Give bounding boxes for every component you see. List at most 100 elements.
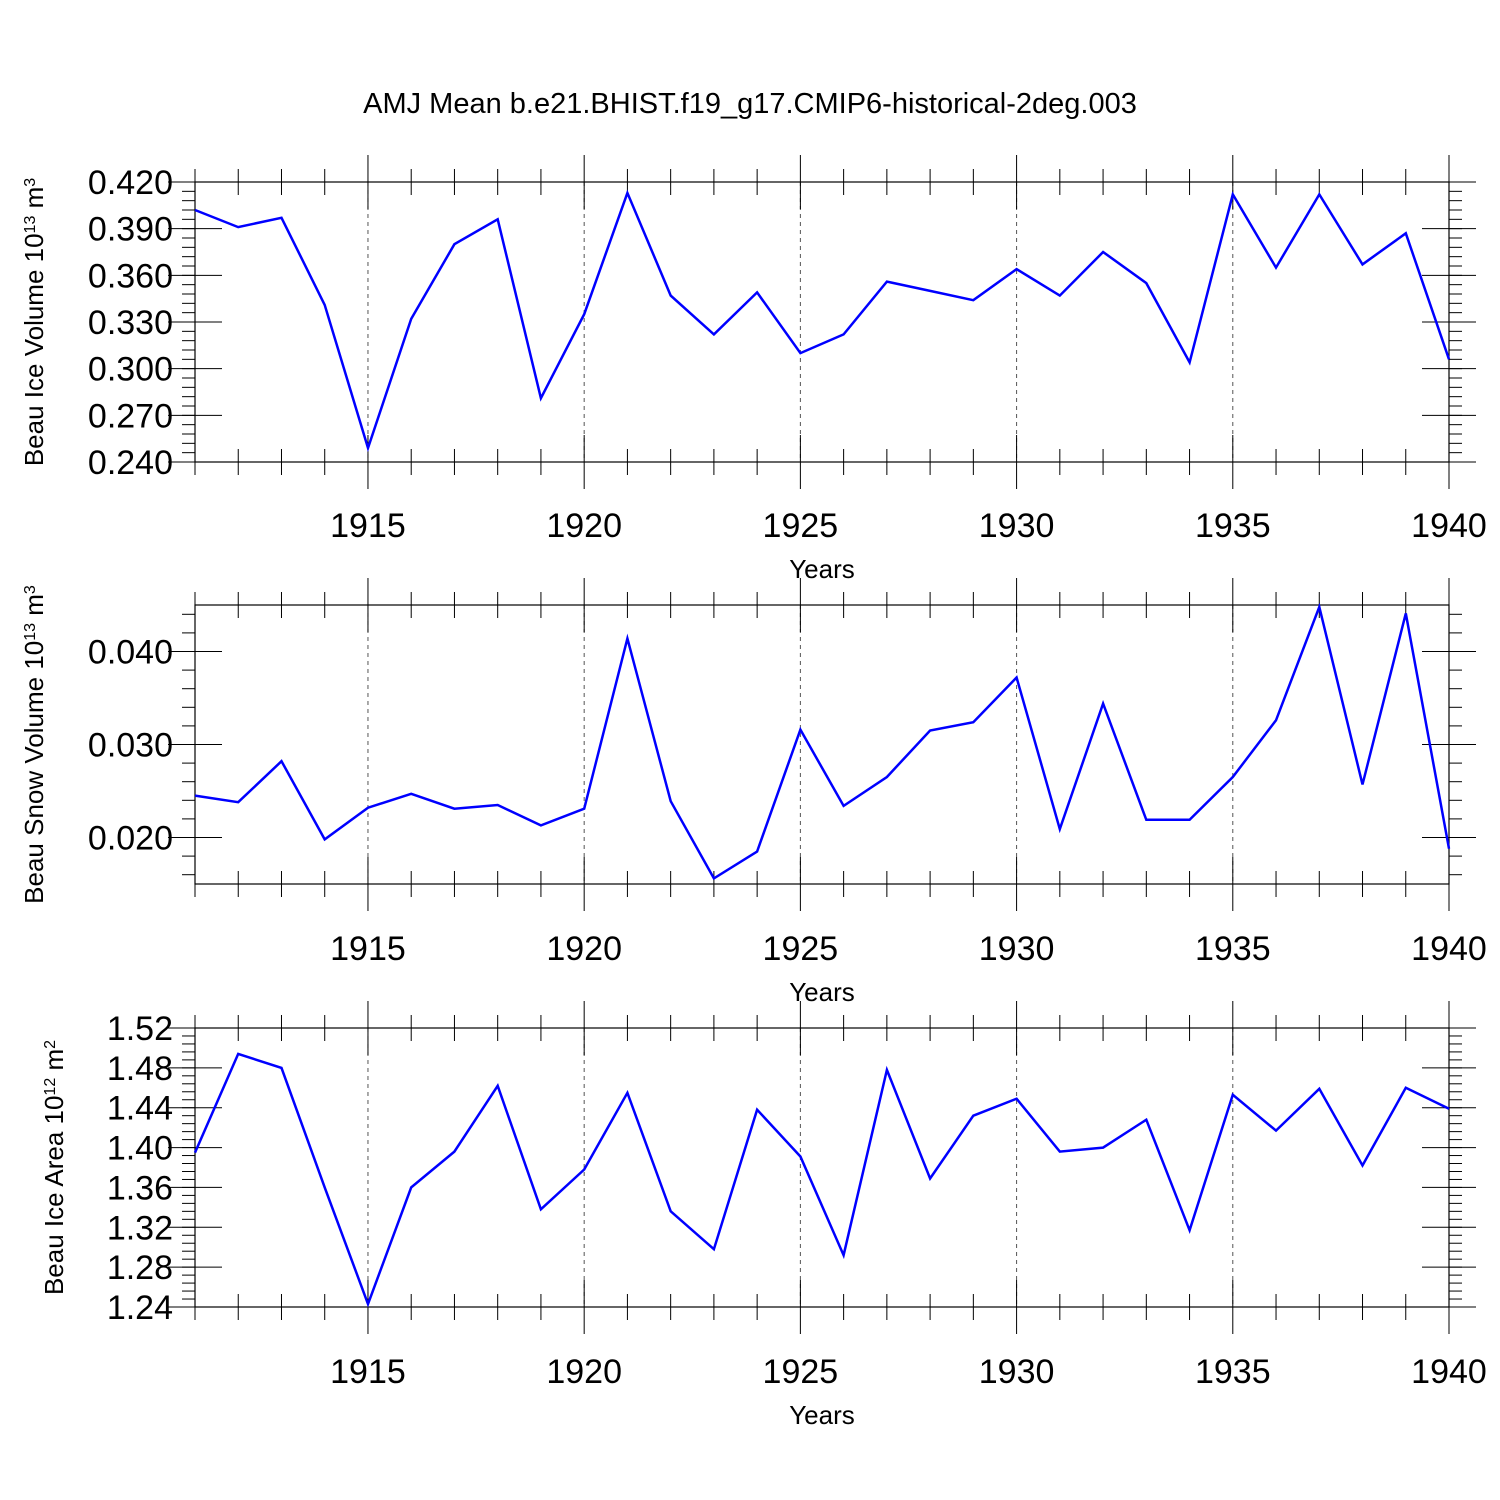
chart-panel-1: 0.240 0.270 0.300 0.330 0.360 0.390 0.420 1915 1… [19,155,1487,584]
data-point [1448,358,1451,361]
data-point [539,1208,542,1211]
data-point [712,877,715,880]
y-tick-label: 1.32 [107,1209,173,1247]
data-point [194,794,197,797]
data-point [626,191,629,194]
data-point [842,804,845,807]
x-tick-label: 1920 [546,507,622,545]
x-tick-label: 1915 [330,930,406,968]
data-point [842,1254,845,1257]
y-tick-label: 1.48 [107,1050,173,1088]
x-axis-title: Years [789,554,855,584]
y-tick-label: 1.36 [107,1169,173,1207]
data-point [453,1150,456,1153]
x-tick-label: 1935 [1195,1353,1271,1391]
data-point [1015,1097,1018,1100]
x-tick-label: 1915 [330,507,406,545]
data-point [756,1108,759,1111]
data-point [1015,676,1018,679]
data-point [1145,818,1148,821]
y-tick-label: 0.420 [88,164,173,202]
data-point [410,1186,413,1189]
data-point [626,637,629,640]
data-point [1231,776,1234,779]
data-point [1275,266,1278,269]
data-point [280,216,283,219]
series-line [193,1052,1450,1308]
x-tick-label: 1925 [763,930,839,968]
data-point [539,397,542,400]
series-line [194,189,1451,453]
data-point [1361,783,1364,786]
y-tick-label: 0.040 [88,634,173,672]
data-point [929,729,932,732]
data-point [929,289,932,292]
y-axis-title: Beau Ice Volume 1013 m3 [19,178,49,466]
data-point [323,303,326,306]
data-point [972,721,975,724]
y-tick-label: 1.44 [107,1090,173,1128]
data-point [1058,828,1061,831]
data-point [194,1151,197,1154]
x-tick-label: 1935 [1195,507,1271,545]
data-point [453,243,456,246]
x-tick-label: 1930 [979,930,1055,968]
y-tick-label: 0.390 [88,211,173,249]
data-point [237,801,240,804]
x-axis-title: Years [789,977,855,1007]
data-point [539,824,542,827]
data-point [885,280,888,283]
data-point [1275,1129,1278,1132]
data-point [1102,251,1105,254]
x-tick-label: 1940 [1411,930,1487,968]
y-tick-label: 0.020 [88,820,173,858]
data-point [366,447,369,450]
y-tick-label: 1.52 [107,1010,173,1048]
data-point [1361,1164,1364,1167]
data-point [669,800,672,803]
data-point [496,218,499,221]
data-point [756,850,759,853]
data-point [712,333,715,336]
data-point [1145,1118,1148,1121]
data-point [366,806,369,809]
y-tick-label: 0.030 [88,727,173,765]
data-point [1145,282,1148,285]
data-point [1448,847,1451,850]
data-point [712,1248,715,1251]
data-point [410,317,413,320]
data-point [583,313,586,316]
data-point [842,333,845,336]
x-tick-label: 1935 [1195,930,1271,968]
data-point [1404,1086,1407,1089]
data-point [496,1084,499,1087]
data-point [1102,1146,1105,1149]
x-tick-label: 1940 [1411,507,1487,545]
data-point [1318,605,1321,608]
data-point [1448,1107,1451,1110]
y-tick-label: 1.40 [107,1130,173,1168]
data-point [1058,294,1061,297]
data-point [1188,361,1191,364]
data-point [1275,719,1278,722]
data-point [366,1303,369,1306]
data-point [1404,232,1407,235]
y-tick-label: 0.240 [88,444,173,482]
data-point [756,291,759,294]
data-point [1231,1093,1234,1096]
x-tick-label: 1925 [763,1353,839,1391]
y-tick-label: 0.270 [88,397,173,435]
data-point [583,1168,586,1171]
data-point [453,807,456,810]
data-point [410,792,413,795]
data-point [1318,1087,1321,1090]
data-point [972,299,975,302]
data-point [1188,818,1191,821]
y-tick-label: 1.24 [107,1289,173,1327]
data-point [496,803,499,806]
data-point [799,352,802,355]
plot-frame [194,604,1450,885]
data-point [799,728,802,731]
